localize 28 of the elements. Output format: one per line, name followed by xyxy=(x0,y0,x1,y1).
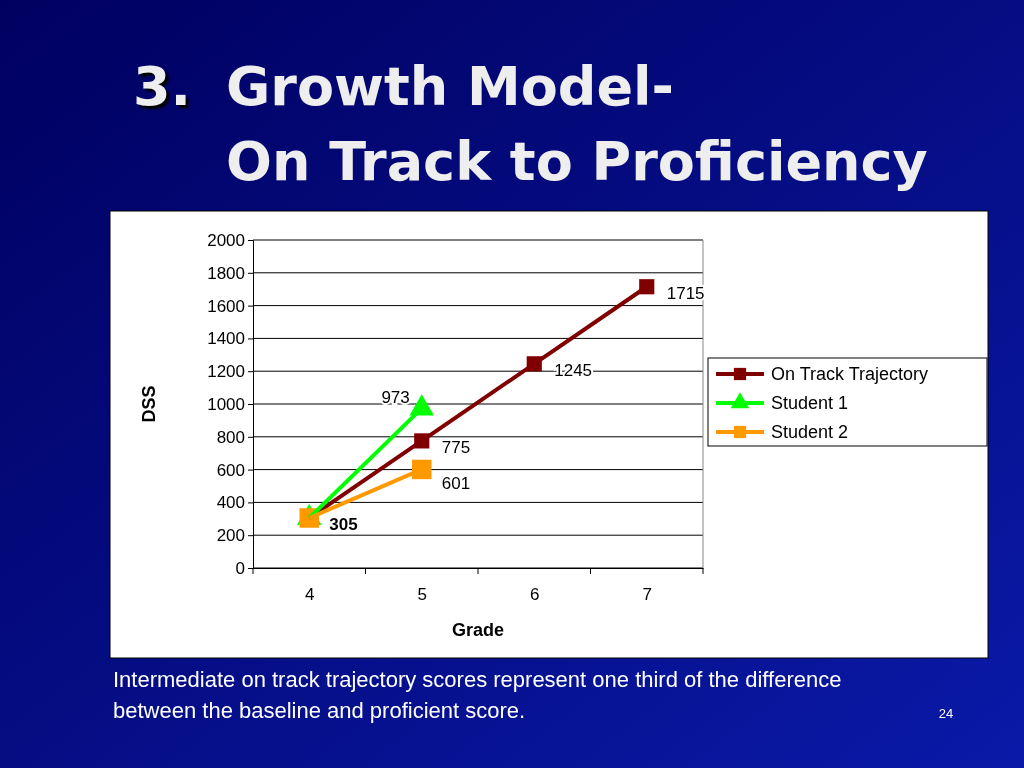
y-tick-label: 2000 xyxy=(207,230,245,250)
x-axis-title: Grade xyxy=(451,620,505,640)
y-tick-label: 600 xyxy=(216,460,245,480)
y-axis-title: DSS xyxy=(139,385,159,423)
y-tick-label: 1400 xyxy=(207,329,245,349)
legend-label: On Track Trajectory xyxy=(771,364,929,384)
data-label: 775 xyxy=(441,437,471,457)
data-label: 601 xyxy=(441,474,471,494)
x-tick-label: 7 xyxy=(642,585,652,605)
data-label: 1715 xyxy=(666,283,705,303)
chart-title: 3. Growth Model- On Track to Proficiency xyxy=(133,55,928,193)
x-tick-label: 6 xyxy=(530,585,540,605)
y-tick-label: 800 xyxy=(216,427,245,447)
y-tick-label: 0 xyxy=(235,558,245,578)
legend-label: Student 2 xyxy=(771,422,849,442)
x-tick-label: 4 xyxy=(305,585,315,605)
text: Intermediate on track trajectory scores represent one third of the difference between the baseline and proficient score. xyxy=(113,667,842,723)
x-tick-label: 5 xyxy=(417,585,427,605)
data-label: 973 xyxy=(381,388,410,408)
y-tick-label: 1800 xyxy=(207,263,245,283)
y-tick-label: 200 xyxy=(216,526,245,546)
y-tick-label: 1200 xyxy=(207,362,245,382)
y-tick-label: 1000 xyxy=(207,394,245,414)
text: 24 xyxy=(938,706,954,721)
data-label: 305 xyxy=(329,514,358,534)
y-tick-label: 1600 xyxy=(207,296,245,316)
legend-label: Student 1 xyxy=(771,393,849,413)
y-tick-label: 400 xyxy=(216,493,245,513)
